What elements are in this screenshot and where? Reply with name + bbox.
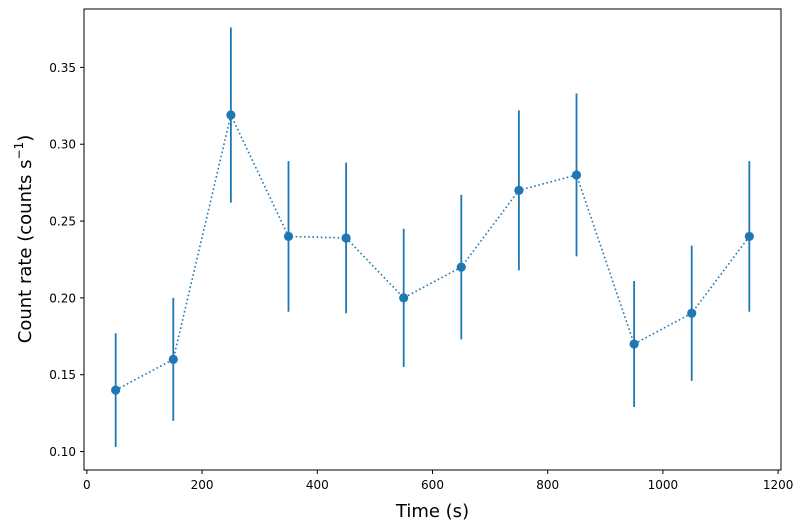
y-tick-label: 0.35 (49, 61, 76, 75)
x-tick-label: 600 (421, 478, 444, 492)
x-tick-label: 200 (191, 478, 214, 492)
y-axis-label-superscript: −1 (12, 142, 26, 160)
data-point (744, 231, 754, 242)
x-tick-label: 400 (306, 478, 329, 492)
data-point (687, 308, 697, 318)
x-tick-label: 1000 (648, 478, 679, 492)
data-point (111, 385, 121, 395)
y-tick-label: 0.20 (49, 291, 76, 305)
data-point (456, 262, 466, 272)
data-point (168, 354, 178, 364)
x-tick-label: 0 (83, 478, 91, 492)
y-axis-label-close: ) (15, 135, 36, 142)
y-tick-label: 0.15 (49, 368, 76, 382)
y-axis-label: Count rate (counts s−1) (12, 135, 36, 343)
data-point (514, 185, 524, 195)
x-tick-label: 1200 (763, 478, 794, 492)
y-tick-label: 0.25 (49, 215, 76, 229)
y-tick-label: 0.30 (49, 138, 76, 152)
data-point (226, 110, 236, 120)
y-tick-label: 0.10 (49, 445, 76, 459)
data-point (341, 233, 351, 243)
data-point (399, 293, 409, 303)
x-axis-label: Time (s) (395, 501, 469, 522)
y-axis-label-main: Count rate (counts s (15, 159, 36, 343)
plot-frame (83, 8, 782, 471)
series-line (115, 112, 750, 391)
data-point (629, 339, 639, 349)
x-tick-label: 800 (536, 478, 559, 492)
data-point (283, 231, 294, 242)
data-point (571, 170, 582, 180)
plot-area (84, 9, 781, 470)
